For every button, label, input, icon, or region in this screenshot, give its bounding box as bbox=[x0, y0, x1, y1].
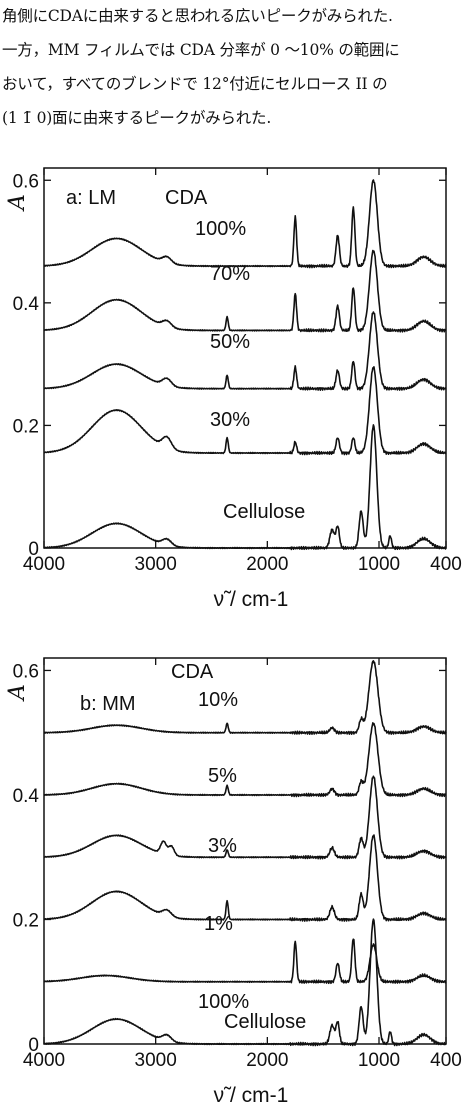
text-line-4: (1 1̄ 0)面に由来するピークがみられた. bbox=[2, 109, 272, 127]
x-tick-label: 1000 bbox=[358, 1050, 400, 1071]
y-tick-label: 0.4 bbox=[13, 786, 40, 807]
series-label: 100% bbox=[195, 218, 246, 240]
x-tick-label: 3000 bbox=[135, 1050, 177, 1071]
spectrum-line bbox=[43, 775, 447, 860]
spectrum-line bbox=[43, 366, 447, 456]
series-label: 3% bbox=[208, 835, 237, 857]
series-label: 5% bbox=[208, 765, 237, 787]
body-text: 角側にCDAに由来すると思われる広いピークがみられた. 一方，MM フィルムでは… bbox=[0, 0, 474, 170]
series-label: 100% bbox=[198, 991, 249, 1013]
text-line-2: 一方，MM フィルムでは CDA 分率が 0 〜10% の範囲に bbox=[2, 41, 400, 59]
y-tick-label: 0.2 bbox=[13, 416, 39, 437]
text-line-1: 角側にCDAに由来すると思われる広いピークがみられた. bbox=[2, 7, 393, 25]
panel-label: b: MM bbox=[80, 693, 136, 715]
y-axis-label: A bbox=[5, 194, 30, 212]
spectrum-line bbox=[43, 311, 447, 391]
spectrum-line bbox=[43, 179, 447, 269]
legend-title: CDA bbox=[165, 187, 208, 209]
y-tick-label: 0 bbox=[28, 1035, 39, 1056]
series-label: 70% bbox=[210, 263, 250, 285]
legend-title: CDA bbox=[171, 661, 214, 683]
plot-frame bbox=[43, 657, 447, 1045]
x-tick-label: 1000 bbox=[358, 554, 400, 575]
spectrum-line bbox=[43, 918, 447, 1047]
y-tick-label: 0.6 bbox=[13, 661, 39, 682]
spectrum-line bbox=[43, 249, 447, 333]
y-tick-label: 0 bbox=[28, 539, 39, 560]
series-label: 30% bbox=[210, 409, 250, 431]
x-tick-label: 4000 bbox=[23, 1050, 65, 1071]
series-label: Cellulose bbox=[224, 1011, 306, 1033]
spectrum-line bbox=[43, 938, 447, 985]
spectrum-line bbox=[43, 660, 447, 736]
spectrum-line bbox=[43, 722, 447, 798]
series-label: 10% bbox=[198, 689, 238, 711]
y-tick-label: 0.2 bbox=[13, 910, 39, 931]
spectrum-line bbox=[43, 424, 447, 551]
x-axis-label: ν̃ / cm-1 bbox=[214, 588, 289, 611]
x-tick-label: 3000 bbox=[135, 554, 177, 575]
spectrum-line bbox=[43, 834, 447, 922]
y-tick-label: 0.6 bbox=[13, 171, 39, 192]
x-tick-label: 400 bbox=[430, 1050, 462, 1071]
y-axis-label: A bbox=[5, 684, 30, 702]
text-line-3: おいて，すべてのブレンドで 12°付近にセルロース II の bbox=[2, 75, 388, 93]
x-tick-label: 2000 bbox=[246, 1050, 288, 1071]
x-tick-label: 4000 bbox=[23, 554, 65, 575]
x-axis-label: ν̃ / cm-1 bbox=[214, 1084, 289, 1107]
x-tick-label: 2000 bbox=[246, 554, 288, 575]
y-tick-label: 0.4 bbox=[13, 294, 40, 315]
series-label: 1% bbox=[204, 913, 233, 935]
series-label: Cellulose bbox=[223, 501, 305, 523]
x-tick-label: 400 bbox=[430, 554, 462, 575]
panel-label: a: LM bbox=[66, 187, 116, 209]
series-label: 50% bbox=[210, 331, 250, 353]
